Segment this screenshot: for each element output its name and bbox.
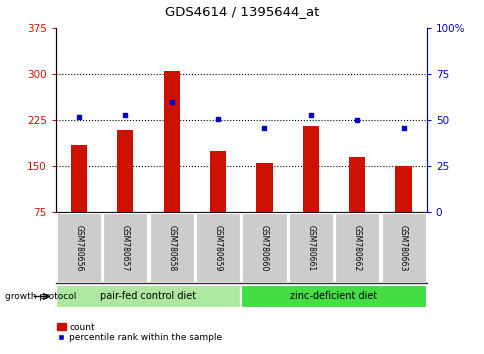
Bar [210, 151, 226, 212]
Text: GSM780663: GSM780663 [398, 224, 407, 271]
Text: GSM780662: GSM780662 [352, 225, 361, 271]
Bar [196, 213, 240, 282]
Point [306, 112, 314, 118]
Bar [302, 126, 318, 212]
Bar [117, 130, 133, 212]
Point [260, 125, 268, 131]
Bar [57, 213, 101, 282]
Text: GSM780661: GSM780661 [306, 225, 315, 271]
Bar [256, 163, 272, 212]
Point [75, 114, 83, 120]
Point [167, 99, 175, 105]
Text: growth protocol: growth protocol [5, 292, 76, 301]
Legend: count, percentile rank within the sample: count, percentile rank within the sample [53, 319, 226, 346]
Text: GDS4614 / 1395644_at: GDS4614 / 1395644_at [165, 5, 319, 18]
Bar [163, 71, 180, 212]
Bar [288, 213, 332, 282]
Bar [150, 213, 193, 282]
Point [121, 112, 129, 118]
Bar [241, 285, 426, 308]
Text: zinc-deficient diet: zinc-deficient diet [290, 291, 377, 302]
Text: pair-fed control diet: pair-fed control diet [100, 291, 196, 302]
Point [353, 118, 361, 123]
Point [214, 116, 222, 121]
Point [399, 125, 407, 131]
Bar [56, 285, 241, 308]
Bar [334, 213, 378, 282]
Bar [71, 145, 87, 212]
Bar [103, 213, 147, 282]
Bar [394, 166, 411, 212]
Text: GSM780659: GSM780659 [213, 224, 222, 271]
Text: GSM780656: GSM780656 [75, 224, 83, 271]
Bar [242, 213, 286, 282]
Text: GSM780657: GSM780657 [121, 224, 130, 271]
Text: GSM780658: GSM780658 [167, 225, 176, 271]
Bar [381, 213, 425, 282]
Text: GSM780660: GSM780660 [259, 224, 269, 271]
Bar [348, 157, 364, 212]
